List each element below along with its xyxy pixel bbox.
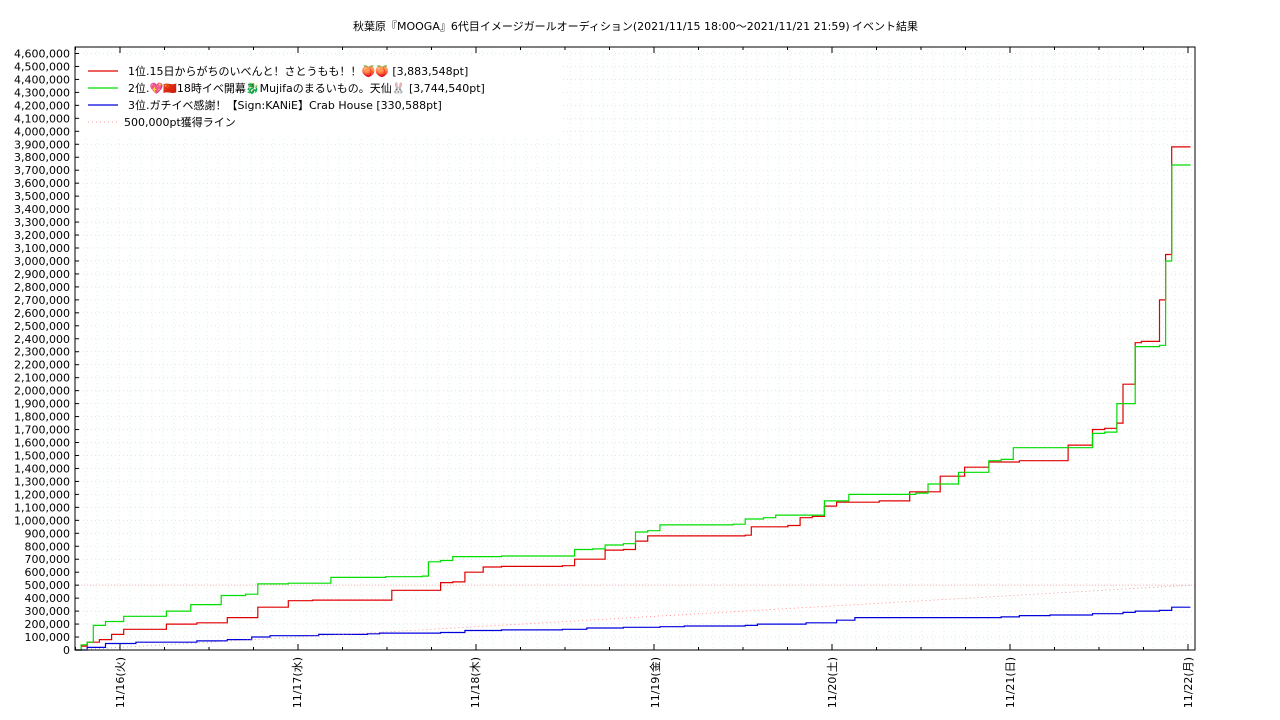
y-tick-label: 3,300,000 — [14, 216, 70, 229]
y-tick-label: 500,000 — [25, 579, 71, 592]
series-line-3 — [75, 606, 1191, 651]
y-tick-label: 3,500,000 — [14, 190, 70, 203]
legend: 1位.15日からがちのいべんと！さとうもも！！🍑🍑 [3,883,548pt] 2… — [80, 58, 560, 136]
y-tick-label: 3,900,000 — [14, 138, 70, 151]
chart-title: 秋葉原『MOOGA』6代目イメージガールオーディション(2021/11/15 1… — [353, 19, 850, 33]
y-tick-label: 4,000,000 — [14, 125, 70, 138]
series-group — [74, 146, 1191, 651]
y-tick-label: 1,200,000 — [14, 488, 70, 501]
legend-label-2: 2位.💖🇨🇳18時イベ開幕🐉Mujifaのまるいもの。天仙🐰 [3,744,54… — [128, 81, 485, 95]
y-tick-label: 400,000 — [25, 592, 71, 605]
y-axis: 0100,000200,000300,000400,000500,000600,… — [14, 47, 79, 657]
y-tick-label: 2,000,000 — [14, 385, 70, 398]
y-tick-label: 1,900,000 — [14, 398, 70, 411]
plot-frame — [74, 46, 1196, 651]
y-tick-label: 200,000 — [25, 618, 71, 631]
y-tick-label: 4,400,000 — [14, 73, 70, 86]
y-tick-label: 100,000 — [25, 631, 71, 644]
y-tick-label: 2,800,000 — [14, 281, 70, 294]
y-tick-label: 3,800,000 — [14, 151, 70, 164]
legend-label-1: 1位.15日からがちのいべんと！さとうもも！！🍑🍑 [3,883,548pt] — [128, 64, 468, 78]
x-tick-label: 11/17(水) — [291, 657, 304, 708]
chart-subtitle: イベント結果 — [852, 19, 918, 33]
x-tick-label: 11/18(木) — [469, 657, 482, 708]
x-tick-label: 11/19(金) — [648, 657, 662, 708]
y-tick-label: 3,200,000 — [14, 229, 70, 242]
y-tick-label: 1,800,000 — [14, 411, 70, 424]
y-tick-label: 2,300,000 — [14, 346, 70, 359]
legend-background — [80, 58, 560, 136]
y-tick-label: 600,000 — [25, 566, 71, 579]
y-tick-label: 1,700,000 — [14, 424, 70, 437]
y-tick-label: 900,000 — [25, 527, 71, 540]
legend-label-4: 500,000pt獲得ライン — [124, 116, 236, 129]
y-tick-label: 3,700,000 — [14, 164, 70, 177]
y-tick-label: 700,000 — [25, 553, 71, 566]
y-tick-label: 800,000 — [25, 540, 71, 553]
series-line-2 — [75, 164, 1191, 651]
y-tick-label: 1,100,000 — [14, 501, 70, 514]
x-tick-label: 11/20(土) — [826, 657, 839, 708]
y-tick-label: 2,700,000 — [14, 294, 70, 307]
x-axis: 11/16(火) 11/17(水) 11/18(木) 11/19(金) 11/20(土)… — [75, 47, 1195, 708]
y-tick-label: 0 — [63, 644, 70, 657]
y-tick-label: 2,200,000 — [14, 359, 70, 372]
y-tick-label: 1,500,000 — [14, 449, 70, 462]
y-tick-label: 2,500,000 — [14, 320, 70, 333]
y-tick-label: 1,400,000 — [14, 462, 70, 475]
grid — [75, 47, 1195, 651]
y-tick-label: 4,600,000 — [14, 47, 70, 60]
y-tick-label: 3,600,000 — [14, 177, 70, 190]
y-tick-label: 4,100,000 — [14, 112, 70, 125]
series-line-1 — [75, 146, 1191, 651]
x-tick-label: 11/16(火) — [114, 657, 127, 708]
y-tick-label: 300,000 — [25, 605, 71, 618]
y-tick-label: 2,400,000 — [14, 333, 70, 346]
y-tick-label: 4,500,000 — [14, 60, 70, 73]
legend-label-3: 3位.ガチイベ感謝！【Sign:KANiE】Crab House [330,58… — [128, 98, 442, 112]
y-tick-label: 2,600,000 — [14, 307, 70, 320]
y-tick-label: 4,200,000 — [14, 99, 70, 112]
y-tick-label: 2,900,000 — [14, 268, 70, 281]
y-tick-label: 2,100,000 — [14, 372, 70, 385]
y-tick-label: 4,300,000 — [14, 86, 70, 99]
y-tick-label: 1,600,000 — [14, 437, 70, 450]
y-tick-label: 3,000,000 — [14, 255, 70, 268]
y-tick-label: 1,300,000 — [14, 475, 70, 488]
y-tick-label: 1,000,000 — [14, 514, 70, 527]
y-tick-label: 3,100,000 — [14, 242, 70, 255]
x-tick-label: 11/21(日) — [1004, 657, 1017, 708]
x-tick-label: 11/22(月) — [1182, 657, 1195, 708]
y-tick-label: 3,400,000 — [14, 203, 70, 216]
